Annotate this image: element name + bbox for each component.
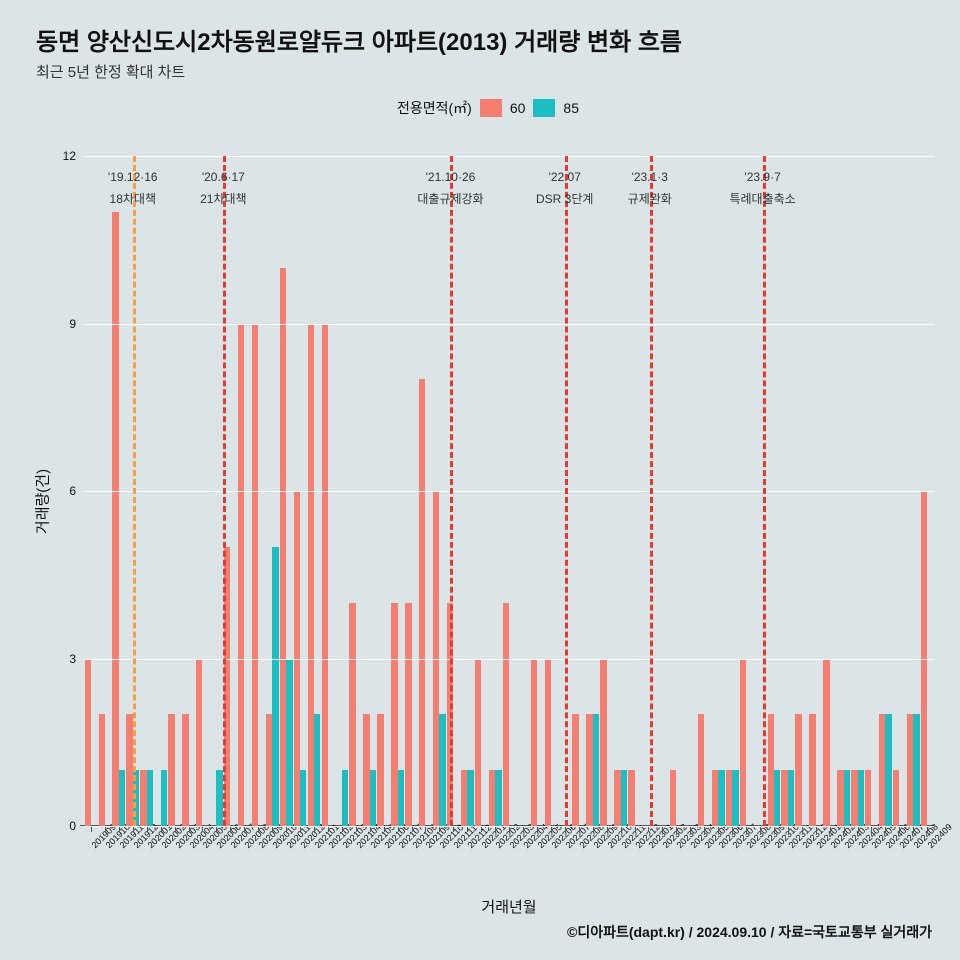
bar-60: [809, 714, 815, 826]
grid-line: [84, 659, 934, 660]
event-line: [133, 156, 136, 826]
bar-60: [252, 324, 258, 827]
grid-line: [84, 826, 934, 827]
bar-60: [238, 324, 244, 827]
y-tick: 6: [69, 484, 76, 498]
chart-subtitle: 최근 5년 한정 확대 차트: [36, 61, 940, 82]
bar-85: [788, 770, 794, 826]
bar-85: [342, 770, 348, 826]
event-label: 21차대책: [200, 190, 246, 207]
bar-85: [286, 659, 292, 827]
bar-60: [740, 659, 746, 827]
legend-title: 전용면적(㎡): [397, 98, 472, 118]
bar-85: [718, 770, 724, 826]
event-line: [565, 156, 568, 826]
y-axis-label: 거래량(건): [32, 469, 53, 534]
event-date: '22.07: [549, 170, 581, 184]
plot-area: 2019092019102019112019122020012020022020…: [84, 156, 934, 826]
event-label: 대출규제강화: [417, 190, 483, 207]
y-tick: 9: [69, 317, 76, 331]
bar-85: [621, 770, 627, 826]
bar-60: [475, 659, 481, 827]
event-label: 규제완화: [628, 190, 672, 207]
bar-85: [314, 714, 320, 826]
bar-85: [398, 770, 404, 826]
x-axis-label: 거래년월: [481, 896, 536, 917]
legend-label: 85: [563, 100, 579, 116]
bar-60: [349, 603, 355, 826]
bar-85: [774, 770, 780, 826]
y-tick: 12: [63, 149, 76, 163]
bar-85: [161, 770, 167, 826]
event-date: '20.6·17: [202, 170, 245, 184]
bar-85: [439, 714, 445, 826]
grid-line: [84, 324, 934, 325]
bar-85: [467, 770, 473, 826]
bar-85: [300, 770, 306, 826]
bar-60: [99, 714, 105, 826]
legend-swatch: [533, 99, 555, 117]
bar-60: [628, 770, 634, 826]
bar-85: [732, 770, 738, 826]
bar-85: [593, 714, 599, 826]
legend: 전용면적(㎡) 60 85: [36, 98, 940, 118]
bar-60: [545, 659, 551, 827]
event-line: [223, 156, 226, 826]
bar-85: [147, 770, 153, 826]
event-date: '23.1·3: [632, 170, 668, 184]
grid-line: [84, 156, 934, 157]
bar-85: [844, 770, 850, 826]
bar-60: [196, 659, 202, 827]
bar-85: [370, 770, 376, 826]
bar-60: [419, 379, 425, 826]
event-date: '23.9·7: [744, 170, 780, 184]
bar-60: [85, 659, 91, 827]
y-tick: 3: [69, 652, 76, 666]
bar-60: [670, 770, 676, 826]
bar-85: [216, 770, 222, 826]
event-date: '21.10·26: [426, 170, 476, 184]
bar-60: [865, 770, 871, 826]
event-date: '19.12·16: [108, 170, 158, 184]
bar-60: [531, 659, 537, 827]
bar-85: [858, 770, 864, 826]
bar-60: [322, 324, 328, 827]
event-line: [450, 156, 453, 826]
bar-60: [405, 603, 411, 826]
bar-85: [119, 770, 125, 826]
bar-60: [182, 714, 188, 826]
bar-60: [823, 659, 829, 827]
event-line: [650, 156, 653, 826]
event-label: 특례대출축소: [729, 190, 795, 207]
bar-60: [168, 714, 174, 826]
event-line: [763, 156, 766, 826]
bar-60: [377, 714, 383, 826]
legend-swatch: [480, 99, 502, 117]
legend-label: 60: [510, 100, 526, 116]
bar-60: [572, 714, 578, 826]
event-label: 18차대책: [110, 190, 156, 207]
event-label: DSR 3단계: [536, 190, 593, 207]
bar-85: [272, 547, 278, 826]
bar-85: [913, 714, 919, 826]
chart-container: 동면 양산신도시2차동원로얄듀크 아파트(2013) 거래량 변화 흐름 최근 …: [36, 22, 940, 130]
bar-60: [600, 659, 606, 827]
bar-60: [698, 714, 704, 826]
grid-line: [84, 491, 934, 492]
y-tick: 0: [69, 819, 76, 833]
bar-60: [503, 603, 509, 826]
bar-85: [885, 714, 891, 826]
bar-60: [112, 212, 118, 826]
bar-85: [495, 770, 501, 826]
footer-credit: ©디아파트(dapt.kr) / 2024.09.10 / 자료=국토교통부 실…: [567, 922, 932, 942]
chart-title: 동면 양산신도시2차동원로얄듀크 아파트(2013) 거래량 변화 흐름: [36, 22, 940, 57]
bar-60: [893, 770, 899, 826]
bar-60: [795, 714, 801, 826]
